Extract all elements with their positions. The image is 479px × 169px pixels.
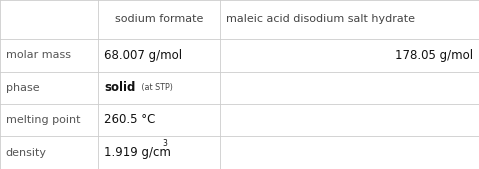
Text: solid: solid bbox=[104, 81, 136, 94]
Text: phase: phase bbox=[6, 83, 39, 93]
Text: 260.5 °C: 260.5 °C bbox=[104, 114, 155, 126]
Text: molar mass: molar mass bbox=[6, 50, 71, 60]
Text: 178.05 g/mol: 178.05 g/mol bbox=[395, 49, 473, 62]
Text: 3: 3 bbox=[162, 139, 167, 148]
Text: (at STP): (at STP) bbox=[139, 83, 173, 92]
Text: melting point: melting point bbox=[6, 115, 80, 125]
Text: 1.919 g/cm: 1.919 g/cm bbox=[104, 146, 171, 159]
Text: sodium formate: sodium formate bbox=[115, 14, 204, 25]
Text: maleic acid disodium salt hydrate: maleic acid disodium salt hydrate bbox=[226, 14, 415, 25]
Text: density: density bbox=[6, 148, 47, 158]
Text: 68.007 g/mol: 68.007 g/mol bbox=[104, 49, 182, 62]
